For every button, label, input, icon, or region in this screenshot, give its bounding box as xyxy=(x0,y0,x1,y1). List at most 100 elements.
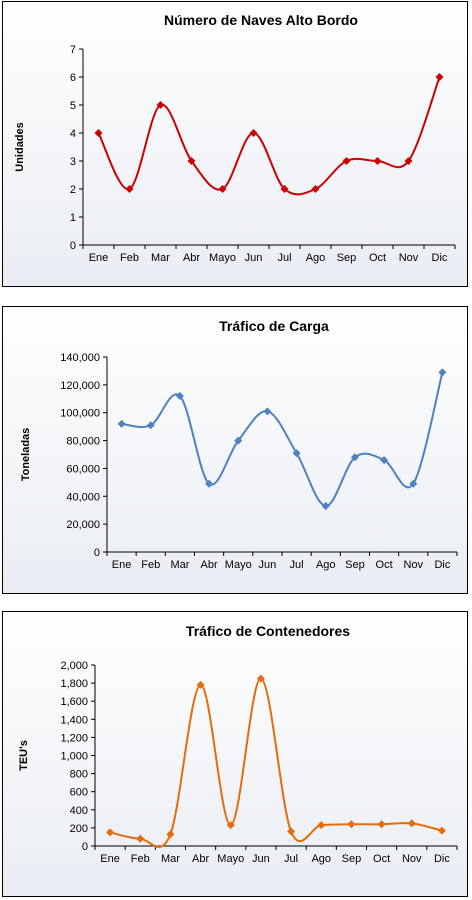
x-tick-label: Mar xyxy=(161,853,180,865)
x-tick-label: Jun xyxy=(245,252,263,264)
data-point-marker xyxy=(407,819,416,828)
x-tick-label: Ago xyxy=(306,252,326,264)
y-tick-label: 1,400 xyxy=(60,714,88,726)
chart-panel-contenedores: Tráfico de Contenedores TEU's 0 200 400 600 80… xyxy=(2,611,468,897)
x-tick-label: Abr xyxy=(201,559,218,571)
x-tick-label: Ago xyxy=(311,853,331,865)
data-point-marker xyxy=(373,157,382,165)
y-tick-label: 20,000 xyxy=(66,519,100,531)
x-tick-label: Mar xyxy=(151,252,170,264)
x-tick-label: Mar xyxy=(170,559,189,571)
y-tick-label: 6 xyxy=(70,72,76,84)
y-tick-label: 7 xyxy=(70,44,76,56)
x-tick-label: Feb xyxy=(141,559,160,571)
x-tick-label: Oct xyxy=(369,252,386,264)
data-point-marker xyxy=(156,101,165,109)
y-tick-label: 1,600 xyxy=(60,696,88,708)
data-point-marker xyxy=(409,479,418,488)
y-tick-label: 2,000 xyxy=(60,660,88,672)
chart-title: Tráfico de Contenedores xyxy=(186,623,350,639)
y-tick-label: 120,000 xyxy=(60,380,100,392)
y-tick-label: 1 xyxy=(70,212,76,224)
y-tick-label: 5 xyxy=(70,100,76,112)
y-tick-label: 1,800 xyxy=(60,678,88,690)
data-point-marker xyxy=(287,827,296,836)
data-point-marker xyxy=(125,185,134,193)
x-tick-label: Nov xyxy=(403,559,423,571)
data-point-marker xyxy=(435,73,444,81)
data-point-marker xyxy=(234,436,243,445)
x-tick-label: Jul xyxy=(290,559,304,571)
x-tick-label: Oct xyxy=(373,853,390,865)
data-point-marker xyxy=(350,453,359,462)
x-tick-label: Oct xyxy=(376,559,393,571)
y-tick-label: 4 xyxy=(70,128,76,140)
data-point-marker xyxy=(292,449,301,458)
chart-naves: Número de Naves Alto Bordo Unidades 0 1 2 3 4 5… xyxy=(14,12,456,264)
y-tick-label: 2 xyxy=(70,184,76,196)
data-point-marker xyxy=(117,419,126,428)
y-tick-label: 100,000 xyxy=(60,408,100,420)
x-tick-label: Abr xyxy=(183,252,200,264)
y-tick-label: 200 xyxy=(70,823,88,835)
y-tick-label: 0 xyxy=(70,240,76,252)
data-point-marker xyxy=(146,421,155,430)
x-tick-label: Dic xyxy=(434,559,450,571)
y-tick-label: 800 xyxy=(70,769,88,781)
series-line xyxy=(97,76,441,196)
data-point-marker xyxy=(438,368,447,377)
data-point-marker xyxy=(342,157,351,165)
y-tick-label: 400 xyxy=(70,805,88,817)
series-line xyxy=(121,372,444,508)
x-tick-label: Ene xyxy=(112,559,132,571)
data-point-marker xyxy=(256,674,265,683)
data-point-marker xyxy=(106,828,115,837)
y-axis-label: Unidades xyxy=(14,122,26,172)
x-tick-label: Ago xyxy=(316,559,336,571)
data-point-marker xyxy=(136,834,145,843)
data-point-marker xyxy=(437,826,446,835)
data-point-marker xyxy=(226,821,235,830)
x-tick-label: Mayo xyxy=(225,559,252,571)
chart-title: Tráfico de Carga xyxy=(219,318,329,334)
data-point-marker xyxy=(380,456,389,465)
x-tick-label: Jun xyxy=(259,559,277,571)
chart-title: Número de Naves Alto Bordo xyxy=(164,12,358,28)
x-tick-label: Nov xyxy=(399,252,419,264)
series-line xyxy=(109,677,443,848)
chart-panel-carga: Tráfico de Carga Toneladas 0 20,000 40,000 60… xyxy=(2,306,468,594)
x-tick-label: Ene xyxy=(100,853,120,865)
data-point-marker xyxy=(205,479,214,488)
x-tick-label: Jul xyxy=(284,853,298,865)
data-point-marker xyxy=(347,820,356,829)
x-tick-label: Dic xyxy=(432,252,448,264)
data-point-marker xyxy=(404,157,413,165)
y-tick-label: 60,000 xyxy=(66,463,100,475)
chart-panel-naves: Número de Naves Alto Bordo Unidades 0 1 2 3 4 5… xyxy=(2,1,468,287)
y-axis-label: Toneladas xyxy=(20,428,32,482)
data-point-marker xyxy=(166,830,175,839)
data-point-marker xyxy=(377,820,386,829)
data-point-marker xyxy=(311,185,320,193)
data-point-marker xyxy=(280,185,289,193)
x-tick-label: Mayo xyxy=(209,252,236,264)
x-tick-label: Sep xyxy=(345,559,365,571)
data-point-marker xyxy=(249,129,258,137)
y-tick-label: 0 xyxy=(82,841,88,853)
x-tick-label: Dic xyxy=(434,853,450,865)
data-point-marker xyxy=(196,680,205,689)
y-tick-label: 0 xyxy=(94,547,100,559)
y-tick-label: 140,000 xyxy=(60,352,100,364)
x-tick-label: Sep xyxy=(337,252,357,264)
x-tick-label: Jul xyxy=(277,252,291,264)
x-tick-label: Ene xyxy=(89,252,109,264)
x-tick-label: Nov xyxy=(402,853,422,865)
y-tick-label: 600 xyxy=(70,787,88,799)
x-tick-label: Abr xyxy=(192,853,209,865)
data-point-marker xyxy=(263,407,272,416)
y-tick-label: 40,000 xyxy=(66,491,100,503)
y-tick-label: 1,000 xyxy=(60,751,88,763)
data-point-marker xyxy=(317,821,326,830)
data-point-marker xyxy=(187,157,196,165)
x-tick-label: Mayo xyxy=(217,853,244,865)
